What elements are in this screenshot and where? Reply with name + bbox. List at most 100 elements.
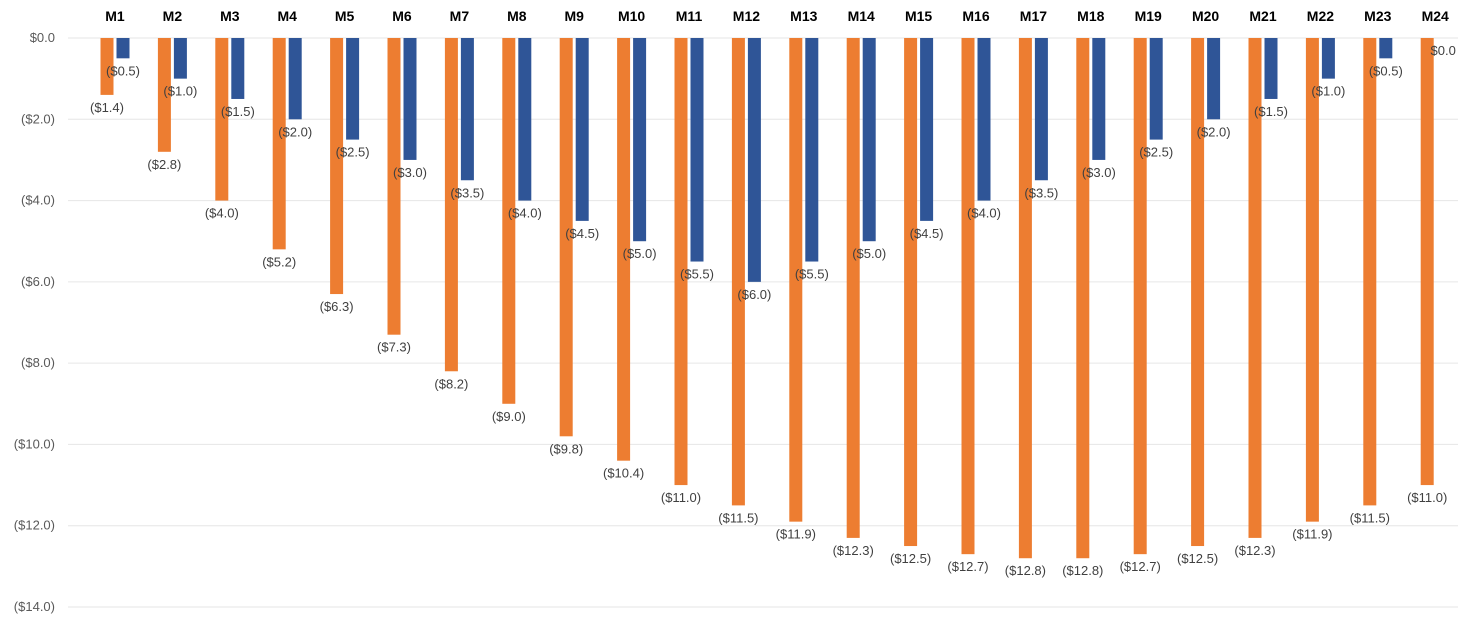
series-2-data-label: ($2.5): [1139, 145, 1173, 160]
series-2-data-label: ($1.5): [1254, 104, 1288, 119]
series-1-data-label: ($9.8): [549, 441, 583, 456]
series-1-data-label: ($12.3): [833, 543, 874, 558]
series-2-data-label: ($2.0): [1197, 124, 1231, 139]
series-2-data-label: ($3.0): [393, 165, 427, 180]
series-1-data-label: ($11.9): [1292, 527, 1332, 542]
category-label: M22: [1307, 8, 1334, 24]
series-1-data-label: ($12.5): [890, 551, 931, 566]
series-1-bar: [731, 38, 745, 506]
series-2-bar: [920, 38, 934, 221]
series-1-data-label: ($11.0): [1407, 490, 1447, 505]
series-2-bar: [173, 38, 187, 79]
series-2-data-label: ($3.0): [1082, 165, 1116, 180]
series-2-data-label: $0.0: [1431, 43, 1456, 58]
series-2-bar: [518, 38, 532, 201]
series-2-bar: [862, 38, 876, 242]
series-2-bar: [747, 38, 761, 282]
series-2-data-label: ($0.5): [1369, 63, 1403, 78]
series-1-bar: [617, 38, 631, 461]
category-label: M14: [848, 8, 875, 24]
data-labels: ($1.4) ($2.8) ($4.0) ($5.2) ($6.3) ($7.3) ($8.…: [90, 43, 1456, 578]
series-1-bar: [961, 38, 975, 555]
category-label: M18: [1077, 8, 1104, 24]
series-2-bar: [1264, 38, 1278, 99]
category-label: M23: [1364, 8, 1391, 24]
series-2-data-label: ($3.5): [1024, 185, 1058, 200]
series-2-bar: [403, 38, 417, 160]
series-2-data-label: ($6.0): [737, 287, 771, 302]
series-1-data-label: ($12.7): [947, 559, 988, 574]
series-1-data-label: ($12.5): [1177, 551, 1218, 566]
series-1-bar: [272, 38, 286, 250]
series-2-data-label: ($4.0): [967, 206, 1001, 221]
category-labels: M1 M2 M3 M4 M5 M6 M7 M8 M9 M10 M11 M12 M13 M14 M15 M16 M…: [105, 8, 1449, 24]
category-label: M17: [1020, 8, 1047, 24]
series-1-bar: [1305, 38, 1319, 522]
category-label: M21: [1249, 8, 1276, 24]
category-label: M20: [1192, 8, 1219, 24]
series-1-bar: [215, 38, 229, 201]
category-label: M11: [676, 8, 703, 24]
y-tick-label: ($2.0): [21, 111, 55, 126]
series-1-data-label: ($2.8): [147, 157, 181, 172]
series-1-data-label: ($6.3): [320, 299, 354, 314]
series-2-data-label: ($3.5): [450, 185, 484, 200]
series-1-bar: [1420, 38, 1434, 486]
series-1-data-label: ($9.0): [492, 409, 526, 424]
series-2-data-label: ($1.0): [1311, 84, 1345, 99]
category-label: M16: [962, 8, 989, 24]
series-1-bar: [502, 38, 516, 404]
series-2-data-label: ($5.5): [795, 267, 829, 282]
series-1-bar: [846, 38, 860, 538]
category-label: M9: [564, 8, 584, 24]
series-1-data-label: ($12.3): [1234, 543, 1275, 558]
y-tick-label: ($4.0): [21, 193, 55, 208]
series-2-data-label: ($5.5): [680, 267, 714, 282]
series-2-bar: [460, 38, 474, 181]
series-2-data-label: ($5.0): [623, 246, 657, 261]
category-label: M10: [618, 8, 645, 24]
series-1-bar: [387, 38, 401, 335]
series-2-bar: [231, 38, 245, 99]
series-2-data-label: ($4.5): [910, 226, 944, 241]
series-2-bar: [1149, 38, 1163, 140]
series-1-data-label: ($11.9): [776, 527, 816, 542]
series-1-data-label: ($12.7): [1120, 559, 1161, 574]
series-1-bar: [100, 38, 114, 95]
series-2-data-label: ($2.0): [278, 124, 312, 139]
series-1-bar: [559, 38, 573, 437]
series-2-data-label: ($4.5): [565, 226, 599, 241]
series-2-bar: [116, 38, 130, 59]
y-tick-label: ($10.0): [14, 436, 55, 451]
series-2-bar: [1092, 38, 1106, 160]
series-2-bar: [1034, 38, 1048, 181]
series-2-bar: [805, 38, 819, 262]
series-1-data-label: ($8.2): [434, 376, 468, 391]
series-1-data-label: ($10.4): [603, 466, 644, 481]
category-label: M4: [277, 8, 297, 24]
category-label: M8: [507, 8, 527, 24]
series-1-bar: [1133, 38, 1147, 555]
y-tick-label: ($12.0): [14, 518, 55, 533]
category-label: M1: [105, 8, 125, 24]
y-axis-tick-labels: $0.0 ($2.0) ($4.0) ($6.0) ($8.0) ($10.0) ($12.…: [14, 30, 55, 614]
series-1-bar: [904, 38, 918, 547]
series-2-data-label: ($1.5): [221, 104, 255, 119]
series-1-data-label: ($11.0): [661, 490, 701, 505]
bars: [100, 38, 1434, 559]
series-1-data-label: ($11.5): [718, 510, 758, 525]
category-label: M3: [220, 8, 240, 24]
series-1-bar: [1191, 38, 1205, 547]
series-1-bar: [1363, 38, 1377, 506]
y-tick-label: ($8.0): [21, 355, 55, 370]
series-1-bar: [789, 38, 803, 522]
series-2-bar: [977, 38, 991, 201]
series-2-data-label: ($2.5): [336, 145, 370, 160]
category-label: M24: [1422, 8, 1449, 24]
series-1-bar: [330, 38, 344, 295]
series-2-data-label: ($4.0): [508, 206, 542, 221]
y-tick-label: ($6.0): [21, 274, 55, 289]
series-1-bar: [674, 38, 688, 486]
y-tick-label: ($14.0): [14, 599, 55, 614]
series-2-bar: [633, 38, 647, 242]
